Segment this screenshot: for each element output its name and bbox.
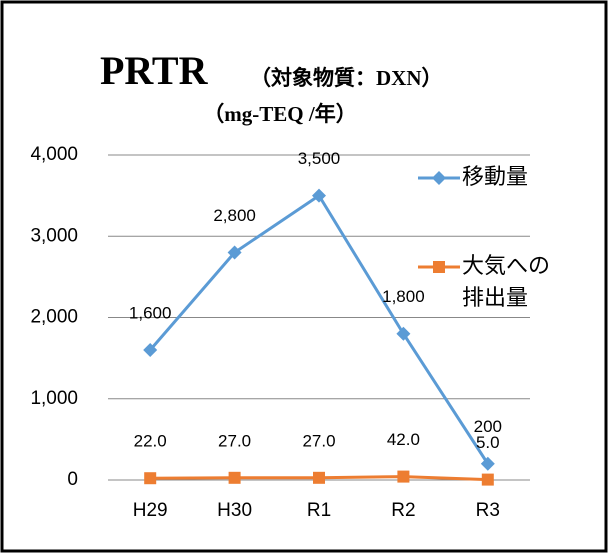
legend-label: 大気への排出量 xyxy=(462,254,551,311)
data-point xyxy=(144,472,157,485)
x-tick-label: R1 xyxy=(307,500,331,521)
data-point xyxy=(397,470,410,483)
y-tick-label: 4,000 xyxy=(30,144,78,165)
y-tick-label: 3,000 xyxy=(30,225,78,246)
data-label: 3,500 xyxy=(298,149,341,168)
data-label: 27.0 xyxy=(302,431,335,450)
data-point xyxy=(143,343,158,357)
data-point xyxy=(228,471,241,484)
legend-marker xyxy=(433,261,445,273)
x-tick-label: R2 xyxy=(391,500,415,521)
data-point xyxy=(396,326,411,341)
data-label: 22.0 xyxy=(134,432,167,451)
data-label: 27.0 xyxy=(218,431,251,450)
data-point xyxy=(481,473,494,486)
data-point xyxy=(313,471,325,484)
unit-label: （mg-TEQ /年） xyxy=(203,102,356,126)
data-point xyxy=(227,245,242,260)
y-tick-label: 2,000 xyxy=(30,307,78,328)
x-tick-label: H29 xyxy=(133,500,168,521)
chart-title: PRTR xyxy=(100,48,209,93)
data-label: 1,600 xyxy=(129,303,172,322)
data-label: 200 xyxy=(474,417,502,436)
data-label: 42.0 xyxy=(387,430,420,449)
chart-subtitle: （対象物質：DXN） xyxy=(250,66,443,90)
x-tick-label: H30 xyxy=(217,500,252,521)
x-tick-label: R3 xyxy=(476,500,500,521)
legend-label: 移動量 xyxy=(462,165,529,190)
y-tick-label: 0 xyxy=(67,469,78,490)
data-point xyxy=(480,456,495,471)
legend-marker xyxy=(432,171,446,185)
data-label: 1,800 xyxy=(382,287,425,306)
data-point xyxy=(312,188,326,203)
y-tick-label: 1,000 xyxy=(30,388,78,409)
data-label: 5.0 xyxy=(476,433,500,452)
data-label: 2,800 xyxy=(213,206,256,225)
